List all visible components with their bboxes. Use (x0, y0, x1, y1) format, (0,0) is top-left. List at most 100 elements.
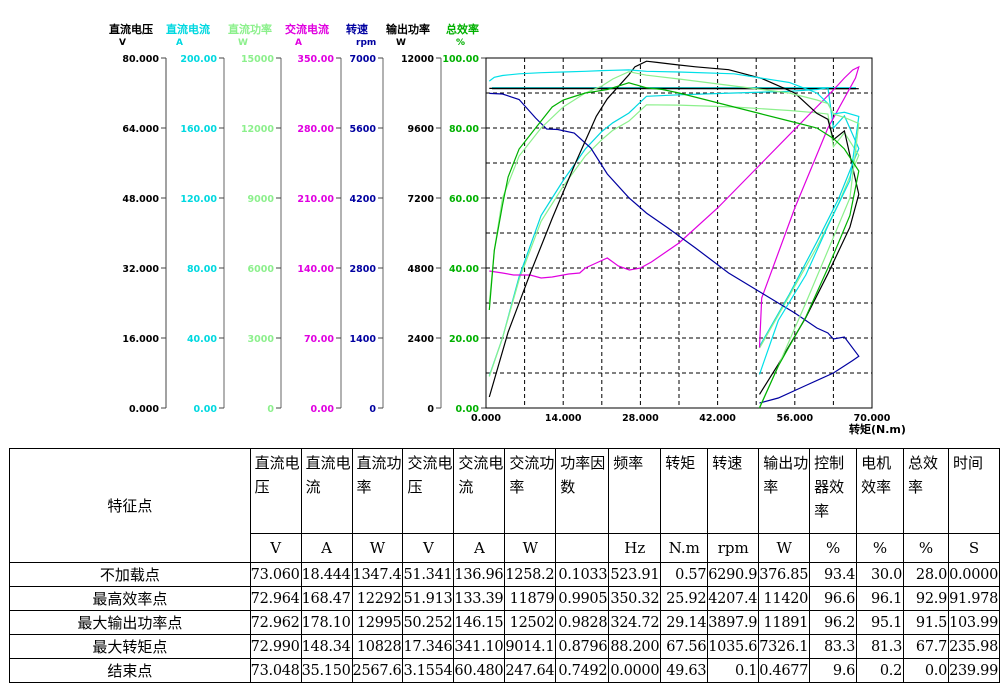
table-cell: 12292 (351, 586, 404, 611)
column-header: 交流电流 (453, 448, 506, 534)
table-cell: 30.0 (856, 562, 905, 587)
y-tick-label: 4800 (408, 264, 435, 275)
performance-chart: 直流电压V80.00064.00048.00032.00016.0000.000… (109, 22, 906, 436)
table-row: 最高效率点 72.964 168.47 12292 51.913 133.39 11879 0… (9, 586, 1000, 611)
y-tick-label: 15000 (241, 54, 274, 65)
y-axis-unit: A (176, 38, 183, 48)
table-cell: 0.4677 (758, 658, 811, 683)
table-cell: 2567.6 (351, 658, 404, 683)
y-axis-1: 直流电流 A 200.00 160.00 120.00 80.00 40.00 0.00 (166, 22, 225, 415)
table-cell: 51.913 (402, 586, 455, 611)
y-tick-label: 350.00 (297, 54, 334, 65)
y-tick-label: 2400 (408, 334, 435, 345)
y-tick-label: 160.00 (180, 124, 217, 135)
y-axis-title: 交流电流 (285, 22, 329, 36)
x-tick-label: 14.000 (545, 413, 582, 424)
table-cell: 3897.9 (707, 610, 760, 635)
x-tick-label: 70.000 (854, 413, 891, 424)
table-cell: 60.480 (453, 658, 506, 683)
y-tick-label: 0 (267, 404, 274, 415)
y-tick-label: 2800 (350, 264, 377, 275)
table-cell: 92.9 (903, 586, 949, 611)
y-axis-title: 转速 (346, 22, 368, 36)
column-unit: V (249, 533, 302, 563)
x-axis-label: 转矩(N.m) (849, 422, 906, 436)
column-unit: S (948, 533, 1000, 563)
y-tick-label: 64.000 (122, 124, 159, 135)
x-tick-label: 0.000 (471, 413, 501, 424)
column-header: 交流电压 (402, 448, 455, 534)
y-tick-label: 210.00 (297, 194, 334, 205)
x-tick-label: 56.000 (776, 413, 813, 424)
row-label: 不加载点 (9, 562, 251, 587)
y-tick-label: 80.00 (449, 124, 479, 135)
column-unit: W (504, 533, 557, 563)
column-header: 电机效率 (856, 448, 905, 534)
table-cell: 0.9905 (555, 586, 610, 611)
series-line (488, 87, 860, 376)
series-line (489, 65, 860, 348)
table-cell: 81.3 (856, 634, 905, 659)
y-tick-label: 12000 (241, 124, 274, 135)
column-header: 转矩 (660, 448, 709, 534)
y-tick-label: 32.000 (122, 264, 159, 275)
characteristic-points-table: 特征点 直流电压 直流电流 直流功率 交流电压 交流电流 交流功率 功率因数 频率 转矩 转速 输出… (9, 448, 1000, 683)
table-cell: 88.200 (608, 634, 662, 659)
y-tick-label: 0.00 (456, 404, 480, 415)
row-header-cell: 特征点 (9, 448, 251, 563)
table-cell: 9.6 (809, 658, 858, 683)
column-header: 功率因数 (555, 448, 610, 534)
table-cell: 4207.4 (707, 586, 760, 611)
table-cell: 72.962 (249, 610, 302, 635)
y-tick-label: 20.00 (449, 334, 479, 345)
y-axis-title: 直流电压 (109, 22, 153, 36)
y-tick-label: 48.000 (122, 194, 159, 205)
y-axis-0: 直流电压 V 80.000 64.000 48.000 32.000 16.000 0.000 (109, 22, 167, 415)
table-cell: 146.15 (453, 610, 506, 635)
table-cell: 29.14 (660, 610, 709, 635)
column-header: 控制器效率 (809, 448, 858, 534)
table-cell: 148.34 (300, 634, 353, 659)
column-header: 时间 (948, 448, 1000, 534)
table-cell: 376.85 (758, 562, 811, 587)
y-tick-label: 80.000 (122, 54, 159, 65)
y-tick-label: 70.00 (304, 334, 334, 345)
table-cell: 0.57 (660, 562, 709, 587)
column-unit (555, 533, 610, 563)
table-cell: 67.56 (660, 634, 709, 659)
table-cell: 51.341 (402, 562, 455, 587)
y-axis-title: 总效率 (446, 22, 479, 36)
y-tick-label: 80.00 (187, 264, 217, 275)
table-cell: 0.8796 (555, 634, 610, 659)
table-cell: 1347.4 (351, 562, 404, 587)
y-axis-3: 交流电流 A 350.00 280.00 210.00 140.00 70.00 0.00 (285, 22, 342, 415)
table-cell: 25.92 (660, 586, 709, 611)
y-tick-label: 140.00 (297, 264, 334, 275)
table-cell: 17.346 (402, 634, 455, 659)
table-row: 最大输出功率点 72.962 178.10 12995 50.252 146.15 1250… (9, 610, 1000, 635)
table-cell: 95.1 (856, 610, 905, 635)
y-tick-label: 3000 (248, 334, 275, 345)
table-cell: 67.7 (903, 634, 949, 659)
column-unit: A (300, 533, 353, 563)
column-unit: % (809, 533, 858, 563)
y-tick-label: 280.00 (297, 124, 334, 135)
column-unit: V (402, 533, 455, 563)
column-unit: W (758, 533, 811, 563)
table-cell: 73.060 (249, 562, 302, 587)
y-tick-label: 7000 (350, 54, 377, 65)
table-cell: 96.1 (856, 586, 905, 611)
y-tick-label: 9600 (408, 124, 435, 135)
table-cell: 0.1033 (555, 562, 610, 587)
table-cell: 247.64 (504, 658, 557, 683)
table-cell: 50.252 (402, 610, 455, 635)
y-axis-unit: V (119, 38, 126, 48)
series-line (488, 82, 860, 409)
y-axis-unit: W (396, 38, 406, 48)
table-cell: 9014.1 (504, 634, 557, 659)
table-cell: 103.99 (948, 610, 1000, 635)
table-cell: 0.0000 (608, 658, 662, 683)
table-cell: 10828 (351, 634, 404, 659)
table-row: 最大转矩点 72.990 148.34 10828 17.346 341.10 9014.1… (9, 634, 1000, 659)
table-cell: 0.0 (903, 658, 949, 683)
